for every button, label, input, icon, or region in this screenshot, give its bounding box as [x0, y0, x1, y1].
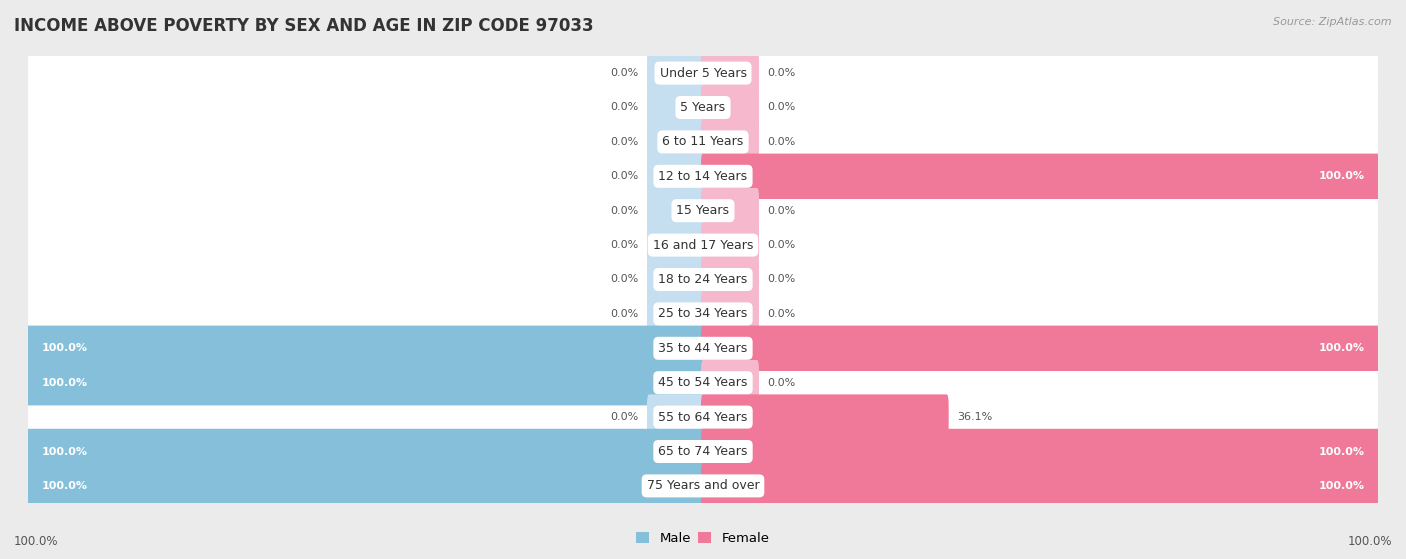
FancyBboxPatch shape: [702, 154, 1379, 199]
FancyBboxPatch shape: [702, 395, 949, 440]
Text: 45 to 54 Years: 45 to 54 Years: [658, 376, 748, 389]
Text: 15 Years: 15 Years: [676, 204, 730, 217]
Text: 100.0%: 100.0%: [1347, 535, 1392, 548]
Text: 18 to 24 Years: 18 to 24 Years: [658, 273, 748, 286]
Text: 0.0%: 0.0%: [610, 171, 638, 181]
FancyBboxPatch shape: [702, 85, 759, 130]
Text: 100.0%: 100.0%: [1319, 447, 1364, 457]
FancyBboxPatch shape: [702, 291, 759, 337]
Text: 0.0%: 0.0%: [610, 137, 638, 147]
Text: Source: ZipAtlas.com: Source: ZipAtlas.com: [1274, 17, 1392, 27]
FancyBboxPatch shape: [28, 353, 1378, 413]
FancyBboxPatch shape: [647, 50, 704, 96]
Text: 0.0%: 0.0%: [610, 206, 638, 216]
FancyBboxPatch shape: [27, 360, 704, 405]
Text: 75 Years and over: 75 Years and over: [647, 480, 759, 492]
Text: 5 Years: 5 Years: [681, 101, 725, 114]
Text: 55 to 64 Years: 55 to 64 Years: [658, 411, 748, 424]
FancyBboxPatch shape: [647, 395, 704, 440]
Text: 0.0%: 0.0%: [610, 240, 638, 250]
Text: 100.0%: 100.0%: [1319, 171, 1364, 181]
Text: 100.0%: 100.0%: [42, 343, 87, 353]
Text: 100.0%: 100.0%: [42, 447, 87, 457]
FancyBboxPatch shape: [647, 257, 704, 302]
Text: 0.0%: 0.0%: [768, 206, 796, 216]
FancyBboxPatch shape: [647, 119, 704, 164]
Text: 0.0%: 0.0%: [610, 309, 638, 319]
Text: 6 to 11 Years: 6 to 11 Years: [662, 135, 744, 148]
FancyBboxPatch shape: [28, 456, 1378, 515]
FancyBboxPatch shape: [28, 181, 1378, 240]
FancyBboxPatch shape: [28, 387, 1378, 447]
Text: 100.0%: 100.0%: [1319, 343, 1364, 353]
Text: 16 and 17 Years: 16 and 17 Years: [652, 239, 754, 252]
Text: 0.0%: 0.0%: [610, 68, 638, 78]
FancyBboxPatch shape: [647, 222, 704, 268]
Text: 0.0%: 0.0%: [768, 240, 796, 250]
FancyBboxPatch shape: [647, 85, 704, 130]
FancyBboxPatch shape: [702, 360, 759, 405]
FancyBboxPatch shape: [28, 285, 1378, 343]
FancyBboxPatch shape: [28, 146, 1378, 206]
Text: 0.0%: 0.0%: [768, 378, 796, 388]
Text: 100.0%: 100.0%: [14, 535, 59, 548]
Text: 35 to 44 Years: 35 to 44 Years: [658, 342, 748, 355]
FancyBboxPatch shape: [28, 319, 1378, 378]
Text: 25 to 34 Years: 25 to 34 Years: [658, 307, 748, 320]
FancyBboxPatch shape: [27, 325, 704, 371]
FancyBboxPatch shape: [702, 188, 759, 234]
FancyBboxPatch shape: [647, 291, 704, 337]
Text: 0.0%: 0.0%: [768, 309, 796, 319]
Text: 0.0%: 0.0%: [610, 274, 638, 285]
FancyBboxPatch shape: [27, 463, 704, 509]
FancyBboxPatch shape: [702, 463, 1379, 509]
Text: Under 5 Years: Under 5 Years: [659, 67, 747, 79]
FancyBboxPatch shape: [27, 429, 704, 474]
FancyBboxPatch shape: [28, 112, 1378, 172]
Text: 36.1%: 36.1%: [956, 412, 993, 422]
FancyBboxPatch shape: [647, 188, 704, 234]
FancyBboxPatch shape: [28, 78, 1378, 137]
FancyBboxPatch shape: [702, 119, 759, 164]
Text: 0.0%: 0.0%: [768, 68, 796, 78]
FancyBboxPatch shape: [702, 50, 759, 96]
FancyBboxPatch shape: [702, 257, 759, 302]
Text: 100.0%: 100.0%: [42, 481, 87, 491]
FancyBboxPatch shape: [702, 222, 759, 268]
FancyBboxPatch shape: [28, 216, 1378, 274]
Text: INCOME ABOVE POVERTY BY SEX AND AGE IN ZIP CODE 97033: INCOME ABOVE POVERTY BY SEX AND AGE IN Z…: [14, 17, 593, 35]
FancyBboxPatch shape: [702, 429, 1379, 474]
Text: 65 to 74 Years: 65 to 74 Years: [658, 445, 748, 458]
FancyBboxPatch shape: [702, 325, 1379, 371]
Text: 100.0%: 100.0%: [42, 378, 87, 388]
Text: 100.0%: 100.0%: [1319, 481, 1364, 491]
FancyBboxPatch shape: [28, 422, 1378, 481]
Legend: Male, Female: Male, Female: [631, 527, 775, 550]
Text: 0.0%: 0.0%: [610, 412, 638, 422]
Text: 0.0%: 0.0%: [768, 274, 796, 285]
Text: 0.0%: 0.0%: [768, 137, 796, 147]
Text: 0.0%: 0.0%: [768, 102, 796, 112]
Text: 12 to 14 Years: 12 to 14 Years: [658, 170, 748, 183]
FancyBboxPatch shape: [28, 44, 1378, 103]
Text: 0.0%: 0.0%: [610, 102, 638, 112]
FancyBboxPatch shape: [28, 250, 1378, 309]
FancyBboxPatch shape: [647, 154, 704, 199]
